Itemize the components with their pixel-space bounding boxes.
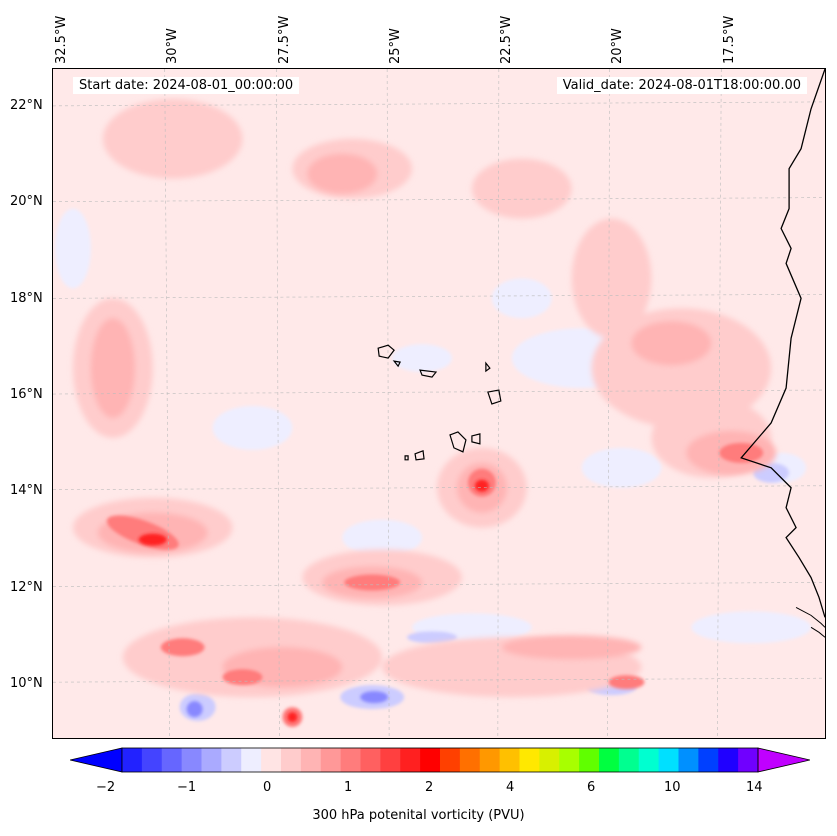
colorbar-segment bbox=[320, 748, 342, 772]
colorbar-segment bbox=[440, 748, 461, 772]
lat-label-20n: 20°N bbox=[10, 194, 43, 209]
colorbar-tick-4: 4 bbox=[506, 780, 515, 795]
colorbar-tick-14: 14 bbox=[746, 780, 763, 795]
colorbar-segment bbox=[201, 748, 222, 772]
colorbar-segment bbox=[241, 748, 262, 772]
colorbar-tick-neg2: −2 bbox=[96, 780, 116, 795]
lat-label-14n: 14°N bbox=[10, 483, 43, 498]
valid-date-label: Valid_date: 2024-08-01T18:00:00.00 bbox=[556, 77, 807, 94]
colorbar-segment bbox=[181, 748, 202, 772]
colorbar-segment bbox=[340, 748, 361, 772]
colorbar-tick-6: 6 bbox=[587, 780, 596, 795]
lon-label-17-5w: 17.5°W bbox=[722, 15, 737, 64]
pv-field-svg bbox=[53, 69, 825, 738]
colorbar-max-extend bbox=[757, 747, 810, 773]
colorbar-segment bbox=[360, 748, 381, 772]
colorbar-min-extend bbox=[70, 747, 123, 773]
lat-label-12n: 12°N bbox=[10, 580, 43, 595]
colorbar-segment bbox=[300, 748, 322, 772]
colorbar-tick-1: 1 bbox=[344, 780, 353, 795]
colorbar-segment bbox=[281, 748, 302, 772]
pv-positive-strong bbox=[106, 442, 764, 728]
lat-label-18n: 18°N bbox=[10, 291, 43, 306]
colorbar-tick-2: 2 bbox=[425, 780, 434, 795]
lat-label-22n: 22°N bbox=[10, 98, 43, 113]
colorbar-segment bbox=[400, 748, 421, 772]
lat-label-16n: 16°N bbox=[10, 387, 43, 402]
colorbar-segment bbox=[579, 748, 600, 772]
colorbar-segment bbox=[658, 748, 679, 772]
colorbar-border bbox=[121, 747, 759, 773]
colorbar-segment bbox=[519, 748, 540, 772]
colorbar-segment bbox=[559, 748, 580, 772]
colorbar-segment bbox=[698, 748, 719, 772]
colorbar-segment bbox=[738, 748, 759, 772]
lon-label-20w: 20°W bbox=[610, 28, 625, 64]
colorbar-segment bbox=[420, 748, 441, 772]
colorbar-segment bbox=[261, 748, 282, 772]
colorbar-segment bbox=[638, 748, 660, 772]
colorbar-segment bbox=[479, 748, 501, 772]
lon-label-27-5w: 27.5°W bbox=[277, 15, 292, 64]
colorbar-segment bbox=[122, 748, 143, 772]
lon-label-32-5w: 32.5°W bbox=[54, 15, 69, 64]
pv-strong-negative bbox=[186, 691, 389, 718]
colorbar-segment bbox=[221, 748, 242, 772]
colorbar-segment bbox=[161, 748, 183, 772]
colorbar-tick-0: 0 bbox=[263, 780, 272, 795]
colorbar-tick-10: 10 bbox=[664, 780, 681, 795]
colorbar-segment bbox=[618, 748, 640, 772]
lon-label-22-5w: 22.5°W bbox=[499, 15, 514, 64]
pv-contour-map: Start date: 2024-08-01_00:00:00 Valid_da… bbox=[52, 68, 826, 739]
lon-label-30w: 30°W bbox=[165, 28, 180, 64]
cape-verde-islands bbox=[377, 344, 502, 461]
colorbar-label: 300 hPa potenital vorticity (PVU) bbox=[312, 808, 525, 823]
colorbar-segment bbox=[718, 748, 739, 772]
colorbar bbox=[70, 747, 810, 773]
coast-islands bbox=[795, 606, 825, 638]
pv-positive-max bbox=[138, 479, 489, 723]
start-date-label: Start date: 2024-08-01_00:00:00 bbox=[73, 77, 300, 94]
colorbar-segment bbox=[678, 748, 699, 772]
colorbar-segment bbox=[141, 748, 163, 772]
colorbar-segment bbox=[599, 748, 620, 772]
colorbar-segment bbox=[499, 748, 520, 772]
africa-coastline bbox=[740, 69, 825, 618]
colorbar-segment bbox=[380, 748, 401, 772]
graticule bbox=[53, 69, 825, 738]
lat-label-10n: 10°N bbox=[10, 676, 43, 691]
colorbar-segment bbox=[539, 748, 560, 772]
colorbar-segment bbox=[459, 748, 481, 772]
colorbar-tick-neg1: −1 bbox=[177, 780, 197, 795]
lon-label-25w: 25°W bbox=[388, 28, 403, 64]
